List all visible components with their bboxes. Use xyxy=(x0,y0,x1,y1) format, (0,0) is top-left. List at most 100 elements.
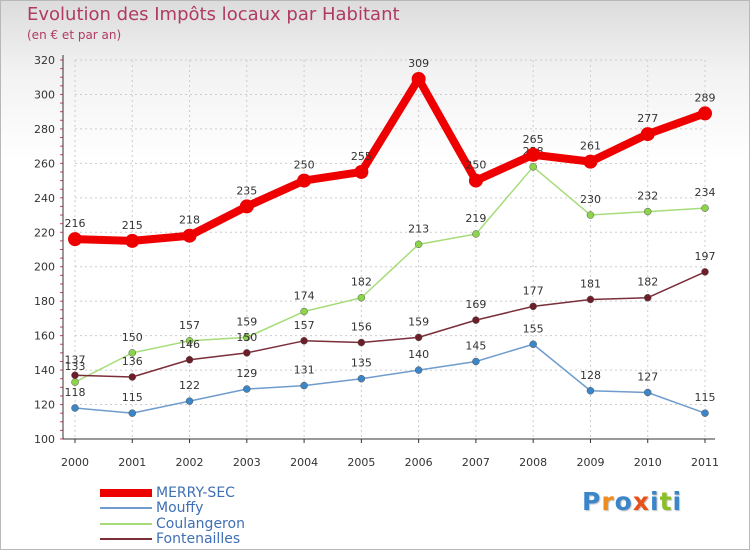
data-label: 157 xyxy=(179,319,200,332)
y-tick-label: 200 xyxy=(34,261,55,274)
series-line-mouffy xyxy=(74,343,706,414)
logo-letter: r xyxy=(601,487,615,516)
data-point xyxy=(128,373,137,381)
data-point xyxy=(300,307,308,316)
data-label: 122 xyxy=(179,379,200,392)
data-point xyxy=(526,147,541,162)
logo-letter: P xyxy=(582,487,602,516)
y-tick-label: 180 xyxy=(34,295,55,308)
y-tick-label: 100 xyxy=(34,433,55,446)
data-point xyxy=(300,337,308,345)
data-point xyxy=(414,240,423,249)
data-point xyxy=(128,349,137,357)
data-point xyxy=(243,385,251,393)
logo-letter: i xyxy=(672,487,683,516)
x-tick-label: 2004 xyxy=(290,456,318,469)
legend-swatch xyxy=(100,538,152,541)
series-line-merry-sec xyxy=(74,74,707,245)
logo-letter: o xyxy=(614,487,633,516)
data-point xyxy=(243,333,251,342)
data-label: 215 xyxy=(122,219,143,232)
data-label: 127 xyxy=(637,370,658,383)
legend-label: Fontenailles xyxy=(156,531,241,548)
data-point xyxy=(71,378,79,386)
x-tick-label: 2003 xyxy=(233,456,261,469)
data-label: 129 xyxy=(236,367,257,380)
data-point xyxy=(68,232,82,247)
data-label: 182 xyxy=(637,276,658,289)
data-label: 250 xyxy=(294,159,315,172)
y-tick-label: 260 xyxy=(34,157,55,170)
data-point xyxy=(185,337,194,345)
data-point xyxy=(297,173,312,188)
legend-item: MERRY-SEC xyxy=(100,485,245,501)
data-label: 135 xyxy=(351,357,372,370)
data-label: 261 xyxy=(580,140,601,153)
data-label: 133 xyxy=(65,360,86,373)
y-tick-label: 240 xyxy=(34,192,55,205)
data-label: 150 xyxy=(122,331,143,344)
logo-letter: i xyxy=(650,487,660,516)
data-point xyxy=(529,302,537,311)
data-label: 232 xyxy=(637,190,658,203)
data-label: 218 xyxy=(179,214,200,227)
data-point xyxy=(586,387,595,395)
data-point xyxy=(185,397,194,405)
proxiti-logo: Proxiti xyxy=(582,487,682,516)
data-point xyxy=(468,173,483,188)
data-point xyxy=(701,204,709,212)
data-label: 115 xyxy=(122,391,143,404)
data-label: 250 xyxy=(465,159,486,172)
data-point xyxy=(239,199,254,214)
series-line-coulangeron xyxy=(74,166,706,383)
data-label: 156 xyxy=(351,321,372,334)
data-point xyxy=(472,230,480,238)
x-tick-label: 2007 xyxy=(462,456,490,469)
legend-item: Coulangeron xyxy=(100,516,245,532)
data-label: 159 xyxy=(236,315,257,328)
data-label: 181 xyxy=(580,277,601,290)
data-point xyxy=(182,228,197,243)
data-label: 140 xyxy=(408,348,429,361)
data-label: 309 xyxy=(408,57,429,70)
x-tick-label: 2010 xyxy=(634,456,662,469)
data-point xyxy=(701,409,709,417)
data-point xyxy=(701,268,709,276)
data-point xyxy=(586,295,595,304)
data-point xyxy=(71,371,79,380)
legend-label: Mouffy xyxy=(156,500,204,517)
legend-swatch xyxy=(100,522,152,525)
data-point xyxy=(643,293,652,302)
data-point xyxy=(643,388,652,397)
legend-item: Mouffy xyxy=(100,501,245,517)
data-point xyxy=(414,333,423,342)
data-label: 118 xyxy=(65,386,86,399)
data-label: 277 xyxy=(637,112,658,125)
data-label: 182 xyxy=(351,276,372,289)
data-point xyxy=(643,207,652,216)
data-label: 145 xyxy=(465,339,486,352)
x-tick-label: 2011 xyxy=(691,456,719,469)
x-tick-label: 2002 xyxy=(176,456,204,469)
data-label: 213 xyxy=(408,222,429,235)
y-tick-label: 160 xyxy=(34,330,55,343)
x-tick-label: 2000 xyxy=(61,456,89,469)
data-point xyxy=(472,357,480,366)
data-label: 289 xyxy=(695,91,716,104)
x-tick-label: 2005 xyxy=(347,456,375,469)
data-label: 115 xyxy=(695,391,716,404)
series-line-fontenailles xyxy=(74,271,706,378)
data-point xyxy=(357,293,366,302)
data-label: 255 xyxy=(351,150,372,163)
chart-title: Evolution des Impôts locaux par Habitant xyxy=(27,4,400,25)
data-label: 159 xyxy=(408,315,429,328)
data-label: 235 xyxy=(236,184,257,197)
legend-label: Coulangeron xyxy=(156,515,245,532)
legend-swatch xyxy=(100,488,152,497)
data-label: 230 xyxy=(580,193,601,206)
data-point xyxy=(529,163,537,171)
data-label: 234 xyxy=(695,186,716,199)
logo-letter: t xyxy=(659,487,673,516)
